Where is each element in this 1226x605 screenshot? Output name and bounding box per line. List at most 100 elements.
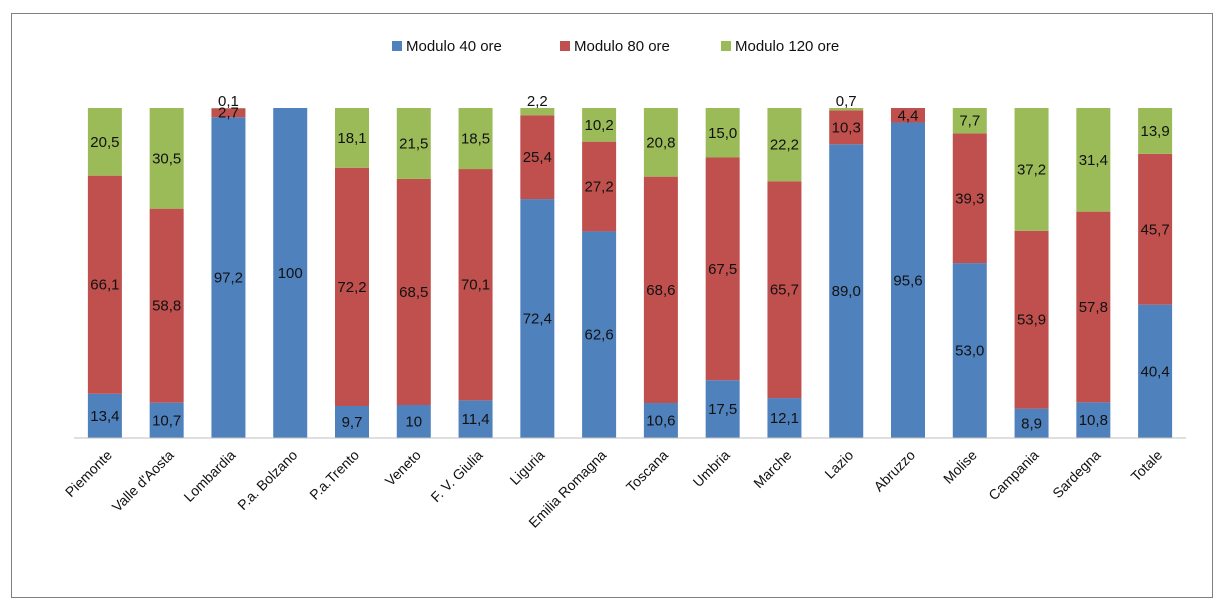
data-label: 70,1 — [461, 277, 490, 294]
bar-stack — [829, 108, 864, 439]
x-tick-label: Abruzzo — [870, 447, 918, 495]
bar-segment — [87, 108, 122, 176]
bar-stack — [335, 108, 369, 438]
data-label: 45,7 — [1141, 221, 1170, 238]
bar-segment — [458, 400, 493, 438]
data-label: 30,5 — [152, 150, 181, 167]
legend-label: Modulo 120 ore — [735, 38, 839, 55]
data-label: 72,2 — [337, 279, 366, 296]
x-tick-label: Marche — [750, 447, 794, 491]
bar-stack — [891, 108, 925, 439]
bar-segment — [767, 398, 802, 438]
bar-segment — [582, 141, 617, 232]
bar-segment — [211, 108, 246, 118]
bar-segment — [458, 108, 493, 170]
bar-segment — [520, 199, 555, 438]
bar-segment — [211, 117, 246, 439]
bar-segment — [829, 144, 864, 439]
data-label: 95,6 — [893, 272, 922, 289]
data-label: 57,8 — [1079, 299, 1108, 316]
x-tick-label: Lazio — [821, 447, 856, 482]
bar-segment — [1138, 153, 1173, 305]
data-label: 25,4 — [523, 149, 552, 166]
bar-segment — [149, 108, 184, 209]
bar-segment — [396, 405, 431, 438]
bar-segment — [829, 110, 864, 145]
bar-segment — [87, 393, 122, 438]
bar-segment — [1138, 108, 1173, 154]
bar-stack — [458, 108, 493, 438]
bar-segment — [396, 178, 431, 405]
bar-stack — [767, 108, 802, 438]
x-tick-label: P.a.Trento — [306, 447, 362, 503]
data-label: 67,5 — [708, 261, 737, 278]
bar-stack — [273, 108, 308, 438]
bar-stack — [1014, 108, 1049, 438]
data-label: 10,8 — [1079, 412, 1108, 429]
bar-segment — [643, 176, 678, 404]
bars: 13,4 66,1 20,5 10,7 58,8 30,5 97,2 2,70,1 100 9,7… — [87, 93, 1173, 439]
x-tick-label: P.a. Bolzano — [234, 447, 300, 513]
bar-segment — [705, 380, 740, 438]
bar-segment — [396, 108, 431, 179]
x-tick-label: Totale — [1128, 447, 1166, 485]
data-label: 53,9 — [1017, 312, 1046, 329]
legend-swatch — [392, 41, 402, 51]
bar-segment — [273, 108, 308, 438]
legend-label: Modulo 80 ore — [574, 38, 670, 55]
data-label: 97,2 — [214, 270, 243, 287]
bar-segment — [520, 108, 555, 116]
data-label: 13,9 — [1141, 123, 1170, 140]
x-tick-label: Veneto — [382, 447, 424, 489]
bar-segment — [582, 108, 617, 142]
data-label: 2,7 — [218, 104, 239, 121]
data-label: 62,6 — [585, 327, 614, 344]
bar-segment — [335, 108, 369, 168]
bar-segment — [1076, 211, 1111, 403]
data-label: 12,1 — [770, 410, 799, 427]
bar-stack — [520, 108, 555, 438]
bar-segment — [87, 175, 122, 394]
bar-stack — [149, 108, 184, 438]
data-label: 39,3 — [955, 190, 984, 207]
data-label: 10,6 — [646, 413, 675, 430]
data-label: 10,2 — [585, 117, 614, 134]
data-label: 18,5 — [461, 131, 490, 148]
data-label: 10,3 — [832, 119, 861, 136]
bar-segment — [643, 108, 678, 177]
data-label: 8,9 — [1021, 415, 1042, 432]
data-label: 40,4 — [1141, 363, 1170, 380]
bar-stack — [643, 108, 678, 438]
data-label: 18,1 — [337, 130, 366, 147]
data-label: 9,7 — [342, 414, 363, 431]
legend-item-2: Modulo 80 ore — [560, 38, 670, 55]
data-label: 10 — [405, 414, 422, 431]
data-label: 10,7 — [152, 412, 181, 429]
bar-segment — [1014, 108, 1049, 231]
data-label: 66,1 — [90, 277, 119, 294]
x-tick-label: Campania — [985, 447, 1042, 504]
bar-segment — [705, 157, 740, 381]
x-tick-label: Liguria — [506, 447, 547, 488]
bar-stack — [211, 108, 246, 439]
data-label: 11,4 — [462, 411, 490, 428]
data-label: 21,5 — [399, 135, 428, 152]
data-label: 0,7 — [836, 93, 857, 110]
bar-stack — [1076, 108, 1111, 438]
bar-segment — [1076, 108, 1111, 212]
data-label: 100 — [278, 265, 303, 282]
bar-segment — [149, 402, 184, 438]
data-label: 27,2 — [585, 179, 614, 196]
legend-label: Modulo 40 ore — [406, 38, 502, 55]
data-label: 7,7 — [959, 113, 980, 130]
x-tick-label: Molise — [940, 447, 980, 487]
legend-item-1: Modulo 40 ore — [392, 38, 502, 55]
bar-segment — [520, 115, 555, 200]
data-label: 72,4 — [523, 311, 552, 328]
bar-stack — [952, 108, 987, 438]
bar-segment — [952, 108, 987, 134]
data-label: 65,7 — [770, 282, 799, 299]
legend-swatch — [721, 41, 731, 51]
bar-stack — [705, 108, 740, 438]
